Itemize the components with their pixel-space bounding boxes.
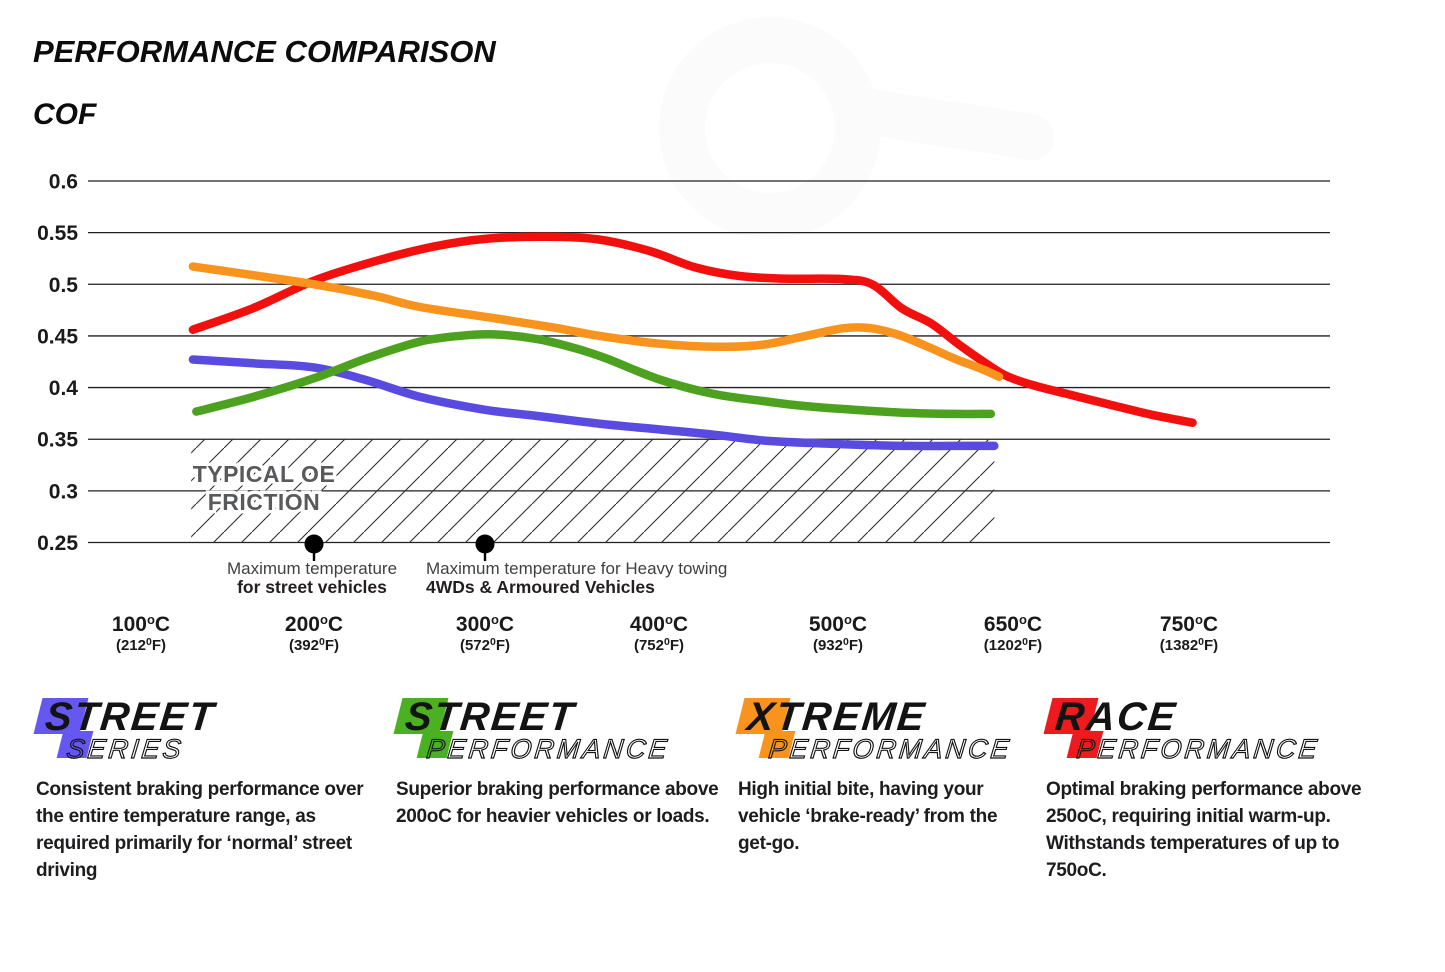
legend-race-performance: RACE PERFORMANCE Optimal braking perform… [1043,695,1391,884]
x-tick-celsius: 500oC [809,612,867,636]
xtreme-performance-logo: XTREME PERFORMANCE [735,695,1026,765]
x-tick-fahrenheit: (3920F) [289,636,339,654]
x-tick-fahrenheit: (7520F) [634,636,684,654]
watermark [659,17,1055,239]
oe-friction-label: TYPICAL OE [193,461,336,487]
x-tick-fahrenheit: (5720F) [460,636,510,654]
x-tick-celsius: 300oC [456,612,514,636]
race-performance-logo: RACE PERFORMANCE [1043,695,1391,765]
x-tick-labels: 100oC(2120F) 200oC(3920F) 300oC(5720F) 400o… [112,612,1218,654]
legend-street-performance: STREET PERFORMANCE Superior braking perf… [393,695,726,830]
x-tick-celsius: 750oC [1160,612,1218,636]
x-tick-celsius: 200oC [285,612,343,636]
legend-description: High initial bite, having your vehicle ‘… [738,779,998,854]
page-title: PERFORMANCE COMPARISON [33,34,496,69]
max-temp-marker-2: Maximum temperature for Heavy towing4WDs… [426,534,727,597]
x-tick-fahrenheit: (12020F) [984,636,1042,654]
y-tick-label: 0.4 [49,377,79,400]
marker-label-line2: 4WDs & Armoured Vehicles [426,577,655,597]
logo-word2: PERFORMANCE [425,733,672,764]
x-tick-fahrenheit: (2120F) [116,636,166,654]
logo-word2: SERIES [65,733,186,764]
marker-dot-icon [475,534,495,554]
y-tick-label: 0.6 [49,171,78,194]
y-tick-label: 0.35 [37,429,78,452]
series-race-performance [188,232,1197,427]
logo-word2: PERFORMANCE [1075,733,1322,764]
y-tick-label: 0.3 [49,480,78,503]
legend-street-series: STREET SERIES Consistent braking perform… [33,695,371,884]
y-tick-label: 0.5 [49,274,79,297]
x-tick-fahrenheit: (9320F) [813,636,863,654]
legend-description: Consistent braking performance over the … [36,779,364,881]
y-tick-label: 0.25 [37,532,78,555]
x-tick-fahrenheit: (13820F) [1160,636,1218,654]
y-tick-label: 0.55 [37,222,78,245]
logo-word2: PERFORMANCE [767,733,1014,764]
marker-dot-icon [304,534,324,554]
x-tick-celsius: 650oC [984,612,1042,636]
street-series-logo: STREET SERIES [33,695,371,765]
marker-label-line2: for street vehicles [237,577,387,597]
y-gridlines: 0.6 0.55 0.5 0.45 0.4 0.35 0.3 0.25 [37,171,1330,555]
x-tick-celsius: 400oC [630,612,688,636]
series-xtreme-performance [188,262,1004,381]
oe-friction-label: FRICTION [208,489,321,515]
series-street-series [188,355,999,451]
series-street-performance [192,329,996,419]
street-performance-logo: STREET PERFORMANCE [393,695,726,765]
marker-label-line1: Maximum temperature [227,559,397,578]
legend-description: Superior braking performance above 200oC… [396,779,719,827]
legend-description: Optimal braking performance above 250oC,… [1046,779,1362,881]
legend-xtreme-performance: XTREME PERFORMANCE High initial bite, ha… [735,695,1026,857]
performance-chart: 0.6 0.55 0.5 0.45 0.4 0.35 0.3 0.25 TYPICAL OEFR… [37,17,1330,654]
marker-label-line1: Maximum temperature for Heavy towing [426,559,727,578]
y-axis-title: COF [33,98,97,131]
y-tick-label: 0.45 [37,325,78,348]
x-tick-celsius: 100oC [112,612,170,636]
